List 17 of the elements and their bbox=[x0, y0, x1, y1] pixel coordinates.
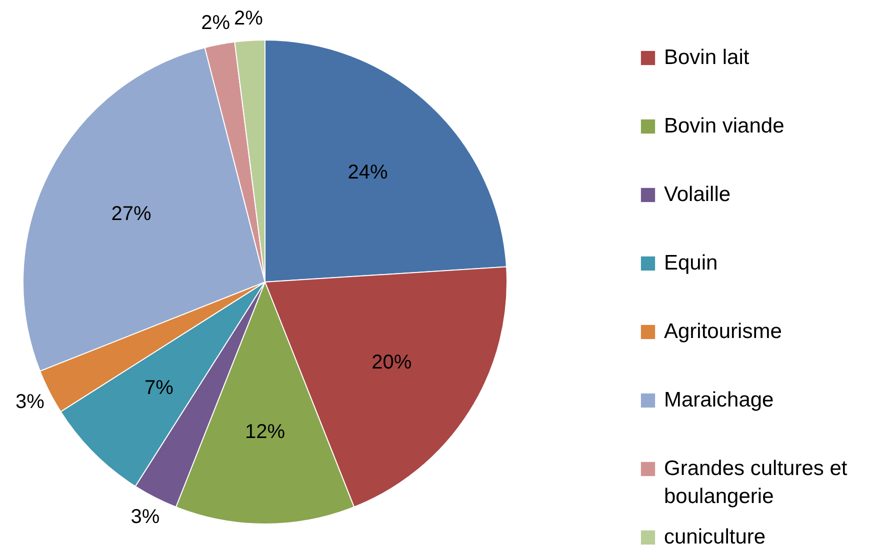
data-label: 12% bbox=[244, 421, 286, 444]
data-label: 7% bbox=[144, 377, 174, 400]
data-label: 3% bbox=[130, 506, 160, 528]
legend-label: Equin bbox=[664, 252, 718, 274]
legend-label: Bovin viande bbox=[664, 114, 784, 138]
data-label: 27% bbox=[111, 202, 152, 225]
data-label: 2% bbox=[201, 12, 230, 34]
legend-label: Grandes cultures et boulangerie bbox=[664, 457, 848, 508]
data-label: 24% bbox=[348, 162, 388, 184]
data-label: 20% bbox=[372, 351, 412, 374]
data-label: 3% bbox=[16, 390, 45, 413]
legend-label: Agritourisme bbox=[664, 320, 782, 343]
legend-label: Bovin lait bbox=[664, 46, 750, 69]
data-label: 2% bbox=[234, 8, 264, 30]
legend-label: cuniculture bbox=[664, 526, 766, 546]
legend-label: Maraichage bbox=[664, 388, 774, 412]
legend-label: Volaille bbox=[664, 183, 731, 206]
